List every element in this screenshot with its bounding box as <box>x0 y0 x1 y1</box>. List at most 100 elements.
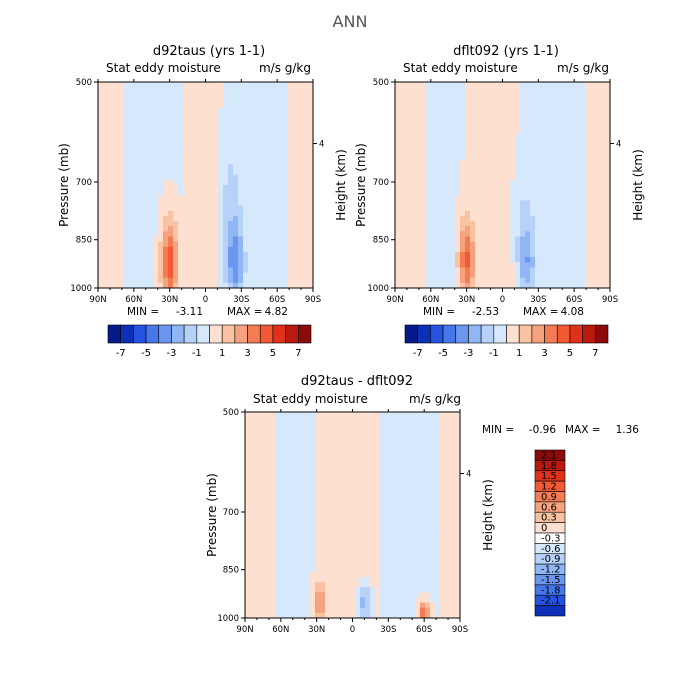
field-cell <box>288 118 294 124</box>
field-cell <box>278 236 284 243</box>
field-cell <box>560 257 566 263</box>
field-cell <box>405 478 411 485</box>
field-cell <box>480 107 486 114</box>
field-cell <box>490 221 496 227</box>
field-cell <box>275 581 281 588</box>
field-cell <box>455 226 461 232</box>
field-cell <box>183 241 189 248</box>
field-cell <box>505 236 511 243</box>
field-cell <box>335 561 341 567</box>
field-cell <box>355 453 361 459</box>
field-cell <box>390 432 396 439</box>
panel-1-right-label: m/s g/kg <box>259 61 311 75</box>
field-cell <box>133 205 139 212</box>
field-cell <box>133 133 139 140</box>
field-cell <box>228 92 234 98</box>
field-cell <box>223 277 229 284</box>
field-cell <box>303 226 309 232</box>
field-cell <box>113 185 119 191</box>
field-cell <box>475 143 481 150</box>
field-cell <box>283 241 289 248</box>
field-cell <box>278 138 284 145</box>
field-cell <box>340 494 346 500</box>
field-cell <box>425 138 431 145</box>
field-cell <box>138 205 144 212</box>
field-cell <box>208 267 214 273</box>
field-cell <box>285 520 291 526</box>
field-cell <box>123 282 129 289</box>
field-cell <box>158 267 164 273</box>
field-cell <box>158 246 164 253</box>
field-cell <box>148 107 154 114</box>
field-cell <box>305 561 311 567</box>
field-cell <box>390 545 396 552</box>
field-cell <box>350 551 356 557</box>
field-cell <box>415 509 421 516</box>
field-cell <box>148 277 154 284</box>
field-cell <box>188 200 194 206</box>
field-cell <box>233 138 239 145</box>
field-cell <box>188 143 194 150</box>
field-cell <box>245 473 251 480</box>
field-cell <box>365 602 371 609</box>
field-cell <box>445 215 451 222</box>
field-cell <box>570 133 576 140</box>
field-cell <box>415 169 421 176</box>
field-cell <box>118 118 124 124</box>
field-cell <box>248 123 254 129</box>
field-cell <box>465 195 471 201</box>
field-cell <box>285 499 291 506</box>
field-cell <box>153 179 159 186</box>
field-cell <box>445 226 451 232</box>
field-cell <box>168 174 174 181</box>
field-cell <box>470 215 476 222</box>
field-cell <box>148 215 154 222</box>
field-cell <box>168 133 174 140</box>
field-cell <box>198 164 204 170</box>
field-cell <box>430 118 436 124</box>
field-cell <box>273 195 279 201</box>
field-cell <box>243 267 249 273</box>
field-cell <box>173 138 179 145</box>
field-cell <box>515 133 521 140</box>
field-cell <box>270 602 276 609</box>
field-cell <box>218 92 224 98</box>
field-cell <box>425 133 431 140</box>
field-cell <box>405 427 411 433</box>
field-cell <box>440 82 446 88</box>
field-cell <box>330 612 336 619</box>
field-cell <box>270 489 276 495</box>
field-cell <box>555 190 561 196</box>
field-cell <box>285 509 291 516</box>
field-cell <box>158 174 164 181</box>
field-cell <box>193 148 199 155</box>
field-cell <box>600 215 606 222</box>
field-cell <box>495 123 501 129</box>
field-cell <box>213 241 219 248</box>
field-cell <box>500 148 506 155</box>
field-cell <box>340 515 346 521</box>
field-cell <box>303 164 309 170</box>
field-cell <box>530 143 536 150</box>
field-cell <box>565 148 571 155</box>
field-cell <box>233 272 239 279</box>
field-cell <box>565 97 571 103</box>
field-cell <box>295 463 301 470</box>
field-cell <box>260 509 266 516</box>
field-cell <box>420 179 426 186</box>
field-cell <box>163 82 169 88</box>
field-cell <box>570 267 576 273</box>
field-cell <box>530 190 536 196</box>
field-cell <box>298 164 304 170</box>
field-cell <box>340 468 346 475</box>
field-cell <box>515 251 521 258</box>
field-cell <box>340 587 346 593</box>
field-cell <box>360 509 366 516</box>
field-cell <box>370 427 376 433</box>
field-cell <box>385 545 391 552</box>
field-cell <box>223 215 229 222</box>
field-cell <box>228 226 234 232</box>
field-cell <box>360 473 366 480</box>
field-cell <box>153 169 159 176</box>
field-cell <box>280 453 286 459</box>
